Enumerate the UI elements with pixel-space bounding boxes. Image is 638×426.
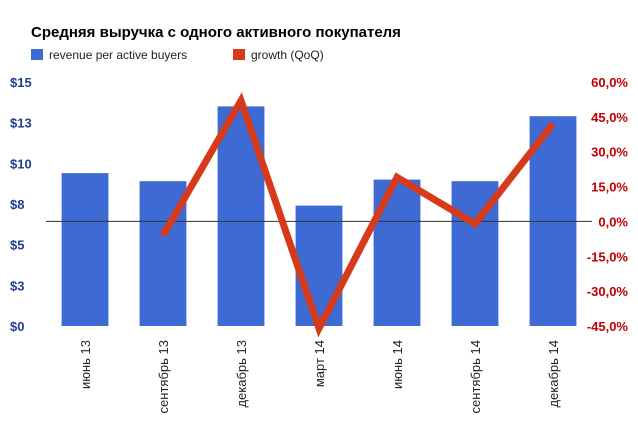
legend-swatch-revenue	[31, 49, 43, 60]
legend-swatch-growth	[233, 49, 245, 60]
bar-series	[61, 106, 577, 327]
bar-1	[61, 173, 109, 326]
left-tick-label: $15	[10, 75, 32, 90]
right-tick-label: 45,0%	[591, 110, 628, 125]
x-tick-label: июнь 13	[78, 340, 93, 389]
left-tick-label: $8	[10, 197, 24, 212]
x-tick-label: июнь 14	[390, 340, 405, 389]
left-tick-label: $0	[10, 319, 24, 334]
x-tick-label: декабрь 14	[546, 340, 561, 408]
right-axis-ticks: -45,0% -30,0% -15,0% 0,0% 15,0% 30,0% 45,0% 60,…	[587, 75, 629, 334]
right-tick-label: -15,0%	[587, 249, 629, 264]
growth-line	[159, 92, 556, 338]
left-tick-label: $3	[10, 278, 24, 293]
left-tick-label: $5	[10, 238, 24, 253]
right-tick-label: 0,0%	[598, 214, 628, 229]
x-axis-ticks: июнь 13 сентябрь 13 декабрь 13 март 14 июнь …	[78, 340, 561, 413]
legend: revenue per active buyers growth (QoQ)	[31, 48, 324, 62]
x-tick-label: сентябрь 14	[468, 340, 483, 413]
x-tick-label: декабрь 13	[234, 340, 249, 408]
right-tick-label: 60,0%	[591, 75, 628, 90]
x-tick-label: март 14	[312, 340, 327, 387]
legend-label-revenue: revenue per active buyers	[49, 48, 187, 62]
bar-4	[295, 205, 343, 326]
left-tick-label: $10	[10, 156, 32, 171]
chart-title: Средняя выручка с одного активного покуп…	[31, 24, 401, 41]
x-tick-label: сентябрь 13	[156, 340, 171, 413]
right-tick-label: -45,0%	[587, 319, 629, 334]
right-tick-label: 15,0%	[591, 180, 628, 195]
left-tick-label: $13	[10, 116, 32, 131]
legend-label-growth: growth (QoQ)	[251, 48, 324, 62]
left-axis-ticks: $0 $3 $5 $8 $10 $13 $15	[10, 75, 32, 334]
right-tick-label: 30,0%	[591, 145, 628, 160]
right-tick-label: -30,0%	[587, 284, 629, 299]
